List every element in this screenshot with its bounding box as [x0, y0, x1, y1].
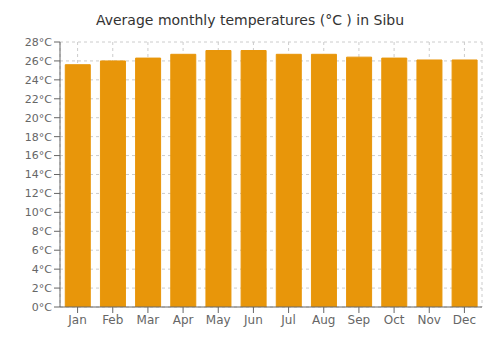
svg-text:26°C: 26°C: [25, 55, 52, 68]
svg-text:8°C: 8°C: [32, 225, 52, 238]
svg-text:24°C: 24°C: [25, 74, 52, 87]
svg-text:12°C: 12°C: [25, 187, 52, 200]
svg-text:Jun: Jun: [243, 313, 263, 327]
svg-text:Apr: Apr: [173, 313, 194, 327]
svg-text:4°C: 4°C: [32, 263, 52, 276]
svg-text:18°C: 18°C: [25, 131, 52, 144]
svg-text:May: May: [206, 313, 231, 327]
svg-text:2°C: 2°C: [32, 282, 52, 295]
svg-text:Aug: Aug: [312, 313, 335, 327]
svg-text:Nov: Nov: [418, 313, 441, 327]
svg-text:Oct: Oct: [384, 313, 405, 327]
svg-text:Jan: Jan: [67, 313, 87, 327]
svg-text:Mar: Mar: [137, 313, 160, 327]
svg-text:10°C: 10°C: [25, 206, 52, 219]
svg-text:28°C: 28°C: [25, 36, 52, 49]
svg-text:6°C: 6°C: [32, 244, 52, 257]
svg-text:Sep: Sep: [348, 313, 371, 327]
html-text:Average monthly temperatures (: Average monthly temperatures (°C ) in Si…: [95, 12, 404, 28]
svg-text:22°C: 22°C: [25, 93, 52, 106]
svg-text:14°C: 14°C: [25, 168, 52, 181]
svg-text:16°C: 16°C: [25, 149, 52, 162]
svg-text:0°C: 0°C: [32, 301, 52, 314]
svg-text:20°C: 20°C: [25, 112, 52, 125]
svg-text:Feb: Feb: [102, 313, 123, 327]
svg-text:Dec: Dec: [453, 313, 476, 327]
svg-text:Jul: Jul: [280, 313, 295, 327]
